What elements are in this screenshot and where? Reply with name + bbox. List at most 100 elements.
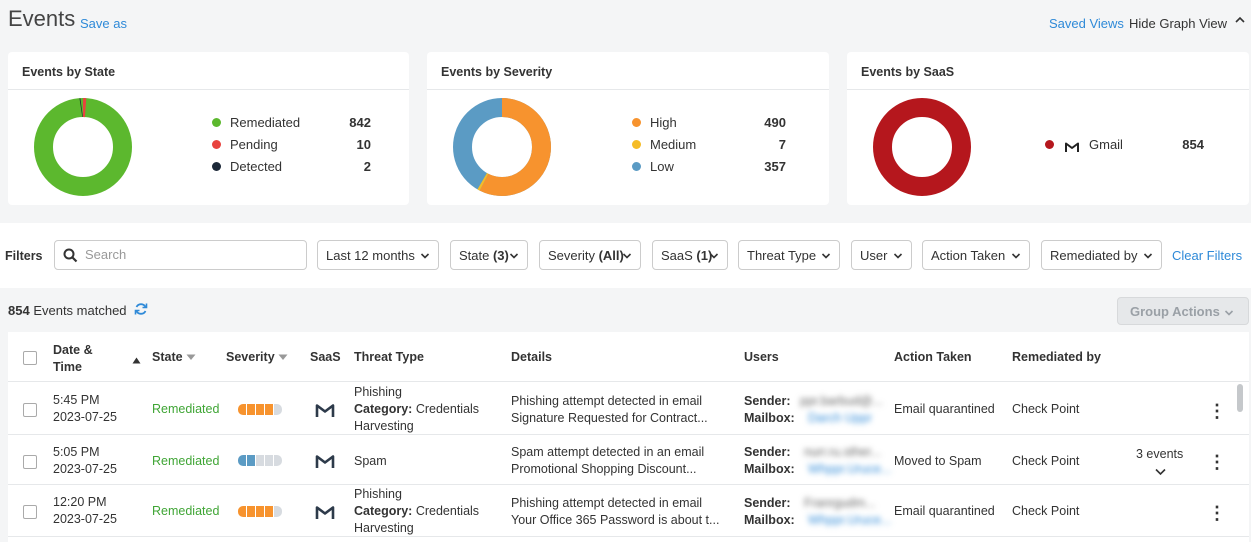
mailbox-value[interactable]: Whppr.Uruce...	[808, 462, 892, 476]
date-range-dropdown[interactable]: Last 12 months	[317, 240, 439, 270]
row-detail-link[interactable]: Promotional Shopping Discount...	[511, 462, 697, 476]
legend-item-low[interactable]: Low 357	[632, 159, 792, 174]
row-state: Remediated	[152, 504, 220, 518]
sender-label: Sender:	[744, 394, 791, 408]
scrollbar-thumb[interactable]	[1237, 384, 1243, 412]
column-header-state[interactable]: State	[152, 350, 196, 364]
column-header-label: Time	[53, 360, 82, 374]
search-box[interactable]	[54, 240, 307, 270]
events-by-severity-card: Events by Severity High 490 Medium 7 Low…	[427, 52, 829, 205]
legend-value: 7	[778, 137, 786, 152]
mailbox-label: Mailbox:	[744, 513, 795, 527]
mailbox-value[interactable]: Darch Uppr	[808, 411, 872, 425]
legend-value: 842	[349, 115, 371, 130]
category-value-cont: Harvesting	[354, 521, 414, 535]
gmail-icon	[315, 454, 335, 472]
matched-label: Events matched	[29, 303, 127, 318]
severity-indicator	[238, 506, 283, 517]
row-threat-type: Phishing Category: Credentials Harvesting	[354, 486, 479, 537]
row-checkbox[interactable]	[23, 403, 37, 417]
clear-filters-link[interactable]: Clear Filters	[1172, 248, 1243, 263]
remediated-by-dropdown[interactable]: Remediated by	[1041, 240, 1162, 270]
refresh-icon[interactable]	[134, 302, 148, 319]
legend-value: 357	[764, 159, 786, 174]
legend-dot	[212, 162, 221, 171]
column-header-saas[interactable]: SaaS	[310, 350, 341, 364]
saas-donut-chart[interactable]	[872, 97, 972, 197]
group-actions-button[interactable]: Group Actions	[1117, 297, 1249, 325]
row-detail: Phishing attempt detected in email	[511, 496, 703, 510]
row-state: Remediated	[152, 402, 220, 416]
column-header-details[interactable]: Details	[511, 350, 552, 364]
chevron-down-icon[interactable]	[1155, 464, 1166, 479]
dropdown-label: Threat Type	[747, 248, 817, 263]
legend-label: Medium	[650, 137, 697, 152]
legend-item-pending[interactable]: Pending 10	[212, 137, 372, 152]
hide-graph-view-link[interactable]: Hide Graph View	[1129, 16, 1228, 31]
row-menu-icon[interactable]: ⋮	[1208, 503, 1226, 523]
severity-donut-chart[interactable]	[452, 97, 552, 197]
saved-views-link[interactable]: Saved Views	[1049, 16, 1124, 31]
legend-item-gmail[interactable]: Gmail 854	[1045, 137, 1210, 152]
column-header-label: Date &	[53, 343, 93, 357]
category-value-cont: Harvesting	[354, 419, 414, 433]
legend-item-remediated[interactable]: Remediated 842	[212, 115, 372, 130]
row-detail: Phishing attempt detected in email	[511, 394, 703, 408]
category-label: Category:	[354, 402, 413, 416]
select-all-checkbox[interactable]	[23, 351, 37, 365]
threat-name: Phishing	[354, 385, 402, 399]
mailbox-value[interactable]: Whppr.Uruce...	[808, 513, 892, 527]
row-state: Remediated	[152, 454, 220, 468]
card-title: Events by SaaS	[847, 52, 1249, 90]
column-header-severity[interactable]: Severity	[226, 350, 288, 364]
legend-item-medium[interactable]: Medium 7	[632, 137, 792, 152]
dropdown-label: Remediated by	[1050, 248, 1138, 263]
sort-icon	[278, 354, 288, 360]
legend-item-detected[interactable]: Detected 2	[212, 159, 372, 174]
column-header-action-taken[interactable]: Action Taken	[894, 350, 972, 364]
row-divider	[8, 536, 1249, 537]
severity-indicator	[238, 404, 283, 415]
state-donut-chart[interactable]	[33, 97, 133, 197]
grouped-events-count[interactable]: 3 events	[1136, 447, 1184, 461]
column-header-users[interactable]: Users	[744, 350, 779, 364]
row-time: 12:20 PM	[53, 495, 107, 509]
severity-filter-dropdown[interactable]: Severity (All)	[539, 240, 641, 270]
row-remediated-by: Check Point	[1012, 402, 1080, 416]
legend-label: High	[650, 115, 677, 130]
state-filter-dropdown[interactable]: State (3)	[450, 240, 528, 270]
row-date: 2023-07-25	[53, 512, 117, 526]
action-taken-dropdown[interactable]: Action Taken	[922, 240, 1030, 270]
chevron-up-icon[interactable]	[1234, 14, 1246, 29]
row-checkbox[interactable]	[23, 455, 37, 469]
saas-filter-dropdown[interactable]: SaaS (1)	[652, 240, 728, 270]
sender-value: ppr.barbud@...	[800, 394, 883, 408]
legend-label: Pending	[230, 137, 278, 152]
column-header-remediated-by[interactable]: Remediated by	[1012, 350, 1101, 364]
sender-value: Franrgudm...	[804, 496, 876, 510]
page-title: Events	[8, 6, 76, 31]
user-filter-dropdown[interactable]: User	[851, 240, 912, 270]
threat-type-dropdown[interactable]: Threat Type	[738, 240, 840, 270]
row-detail-link[interactable]: Signature Requested for Contract...	[511, 411, 708, 425]
column-header-threat-type[interactable]: Threat Type	[354, 350, 424, 364]
legend-label: Detected	[230, 159, 283, 174]
mailbox-label: Mailbox:	[744, 462, 795, 476]
row-menu-icon[interactable]: ⋮	[1208, 401, 1226, 421]
legend-dot	[632, 118, 641, 127]
row-menu-icon[interactable]: ⋮	[1208, 452, 1226, 472]
dropdown-count: (3)	[492, 248, 509, 263]
sort-asc-icon[interactable]	[132, 352, 141, 367]
row-checkbox[interactable]	[23, 505, 37, 519]
column-header-date[interactable]: Date & Time	[53, 342, 93, 376]
search-input[interactable]	[85, 247, 295, 262]
save-as-link[interactable]: Save as	[80, 16, 127, 31]
threat-name: Phishing	[354, 487, 402, 501]
chevron-down-icon	[1224, 306, 1234, 321]
dropdown-label: SaaS	[661, 248, 697, 263]
column-header-label: Severity	[226, 350, 275, 364]
dropdown-label: State	[459, 248, 493, 263]
row-detail-link[interactable]: Your Office 365 Password is about t...	[511, 513, 720, 527]
legend-item-high[interactable]: High 490	[632, 115, 792, 130]
legend-value: 490	[764, 115, 786, 130]
